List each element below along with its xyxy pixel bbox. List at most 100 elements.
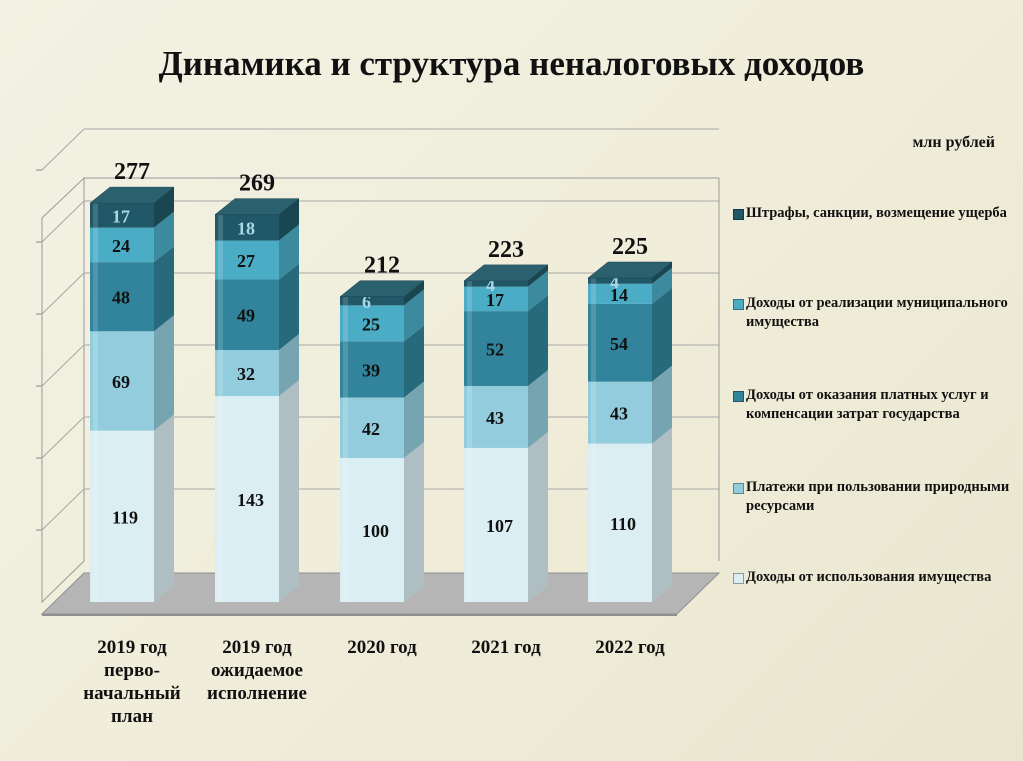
x-tick-label-line: начальный: [83, 683, 181, 704]
legend-item: Доходы от использования имущества: [733, 568, 1018, 587]
value-label: 49: [237, 306, 255, 326]
x-tick-label-line: 2019 год: [97, 637, 167, 658]
value-label: 4: [486, 275, 495, 295]
bar-highlight: [218, 396, 223, 602]
value-label: 6: [362, 292, 371, 312]
bar-top: [339, 280, 425, 297]
value-label: 100: [362, 521, 389, 541]
bar-highlight: [218, 279, 223, 350]
bar-segment: [464, 386, 528, 448]
legend-label: Доходы от оказания платных услуг и компе…: [746, 387, 989, 422]
bar-side: [279, 224, 299, 280]
value-label: 54: [610, 334, 628, 354]
bar-highlight: [591, 303, 596, 382]
bar-segment: [588, 283, 652, 304]
bar-side: [154, 246, 174, 332]
bar-segment: [340, 458, 404, 602]
bar-highlight: [343, 305, 348, 342]
bar-highlight: [467, 447, 472, 602]
legend-item: Доходы от реализации муниципального имущ…: [733, 294, 1018, 332]
bar-segment: [340, 305, 404, 342]
x-tick-label-line: план: [110, 706, 154, 727]
x-tick-label: 2019 год ожидаемое исполнение: [182, 636, 332, 705]
chart-title: Динамика и структура неналоговых доходов: [158, 44, 865, 83]
total-label: 277: [114, 159, 150, 185]
bar-stack: 100 42 39 256 212: [339, 253, 425, 602]
legend-item: Штрафы, санкции, возмещение ущерба: [733, 204, 1018, 223]
x-tick-label: 2019 год перво-начальный план: [57, 636, 207, 728]
bar-side: [652, 267, 672, 304]
bar-side: [404, 381, 424, 458]
bar-highlight: [467, 386, 472, 448]
bar-side: [154, 315, 174, 431]
bar-highlight: [591, 443, 596, 602]
total-label: 212: [364, 253, 400, 279]
bar-stack: 107 43 52 174 223: [463, 237, 549, 602]
total-label: 269: [239, 171, 275, 197]
legend-swatch: [733, 573, 744, 584]
bar-highlight: [343, 397, 348, 458]
left-wall: [41, 176, 85, 604]
x-tick-label-line: 2019 год: [222, 637, 292, 658]
bar-side: [279, 380, 299, 602]
bar-segment: [588, 303, 652, 382]
value-label: 42: [362, 419, 380, 439]
bar-highlight: [93, 430, 98, 602]
value-label: 52: [486, 340, 504, 360]
bar-segment: [588, 381, 652, 444]
value-label: 69: [112, 372, 130, 392]
bar-stack: 110 43 54 144 225: [587, 234, 673, 602]
bar-side: [279, 198, 299, 241]
x-tick-label-line: 2021 год: [471, 637, 541, 658]
legend-swatch: [733, 391, 744, 402]
gridline-diag: [41, 272, 85, 315]
bar-side: [404, 442, 424, 602]
value-label: 107: [486, 516, 513, 536]
bar-highlight: [591, 283, 596, 304]
gridline-diag: [41, 344, 85, 387]
bar-highlight: [93, 331, 98, 431]
value-label: 110: [610, 514, 636, 534]
bar-side: [652, 365, 672, 444]
x-tick-label: 2022 год: [555, 636, 705, 659]
bar-highlight: [467, 286, 472, 312]
bar-segment: [90, 331, 154, 431]
bar-highlight: [218, 214, 223, 241]
bar-segment: [340, 397, 404, 458]
value-label: 4: [610, 272, 619, 292]
bar-segment: [464, 286, 528, 312]
bar-side: [528, 370, 548, 448]
value-label: 18: [237, 219, 255, 239]
bar-side: [154, 414, 174, 602]
bar-segment: [215, 279, 279, 350]
value-label: 43: [486, 408, 504, 428]
bar-side: [652, 287, 672, 382]
legend-swatch: [733, 483, 744, 494]
bar-segment: [464, 311, 528, 386]
bar-segment: [215, 214, 279, 241]
bar-side: [652, 427, 672, 602]
bar-side: [279, 263, 299, 350]
bar-segment: [90, 262, 154, 332]
total-label: 223: [488, 237, 524, 263]
bar-side: [404, 325, 424, 398]
bar-segment: [90, 430, 154, 602]
bars-layer: 119 69 48 24 17 277 143 32 49 27 18 269 100 42 39 256 21…: [89, 159, 673, 602]
value-label: 32: [237, 364, 255, 384]
bar-segment: [340, 341, 404, 398]
bar-highlight: [93, 203, 98, 228]
legend-swatch: [733, 299, 744, 310]
value-label: 143: [237, 490, 264, 510]
bar-side: [404, 280, 424, 306]
bar-side: [528, 270, 548, 312]
legend-label: Штрафы, санкции, возмещение ущерба: [746, 205, 1007, 221]
bar-segment: [90, 203, 154, 228]
total-label: 225: [612, 234, 648, 260]
bar-segment: [90, 227, 154, 263]
legend-label: Доходы от реализации муниципального имущ…: [746, 295, 1008, 330]
gridline-diag: [41, 416, 85, 459]
bar-highlight: [343, 458, 348, 602]
floor-edge: [42, 614, 677, 616]
x-tick-label-line: 2020 год: [347, 637, 417, 658]
bar-top: [89, 186, 175, 204]
